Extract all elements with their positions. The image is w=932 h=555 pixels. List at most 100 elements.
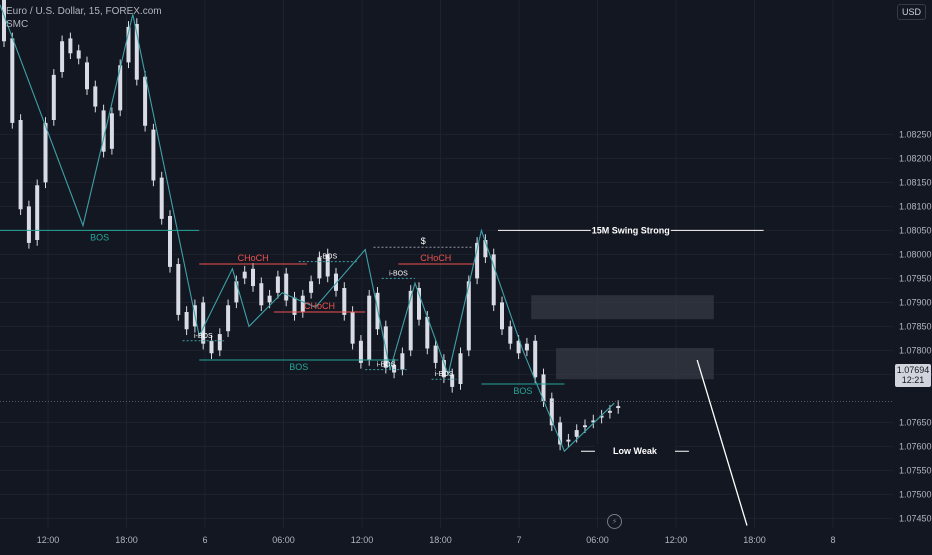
- level-label: 15M Swing Strong: [592, 225, 670, 235]
- candle-body: [367, 295, 372, 360]
- plot-svg[interactable]: BOS BOS BOS CHoCH CHoCH CHoCH i-BOS i-BOS i-BOS i…: [0, 0, 893, 528]
- time-tick-label: 12:00: [37, 535, 60, 545]
- candle-body: [234, 281, 239, 303]
- candle-body: [325, 254, 330, 277]
- candle-body: [85, 62, 89, 90]
- level-label: CHoCH: [238, 253, 269, 263]
- candle-body: [483, 240, 488, 258]
- price-tick-label: 1.07650: [899, 417, 932, 427]
- candle-body: [26, 206, 31, 243]
- candle-body: [292, 297, 297, 315]
- currency-button[interactable]: USD: [897, 4, 926, 20]
- candle-body: [400, 353, 405, 370]
- last-price-value: 1.07694: [896, 365, 930, 375]
- candle-body: [599, 415, 604, 418]
- candle-body: [2, 0, 6, 42]
- level-label: i-BOS: [389, 270, 408, 277]
- time-tick-label: 06:00: [586, 535, 609, 545]
- price-tick-label: 1.07900: [899, 297, 932, 307]
- candle-body: [151, 129, 156, 181]
- time-axis[interactable]: 12:00 18:00 6 06:00 12:00 18:00 7 06:00 12:00 18:…: [0, 528, 893, 550]
- time-tick-label: 7: [516, 535, 521, 545]
- supply-zone: [556, 348, 714, 380]
- candle-body: [466, 281, 471, 351]
- candle-body: [441, 360, 446, 378]
- price-tick-label: 1.07600: [899, 441, 932, 451]
- candle-body: [524, 343, 529, 351]
- candle-body: [68, 38, 73, 54]
- candle-body: [417, 288, 421, 320]
- candle-body: [118, 65, 123, 111]
- symbol-title: Euro / U.S. Dollar, 15, FOREX.com: [6, 6, 162, 17]
- candle-body: [516, 340, 521, 354]
- level-label: i-BOS: [319, 254, 338, 261]
- candle-body: [500, 302, 504, 330]
- candle-body: [342, 288, 347, 315]
- candle-body: [184, 312, 189, 330]
- candle-body: [558, 422, 563, 445]
- lightning-icon[interactable]: ⚡: [607, 514, 622, 529]
- candle-body: [566, 439, 571, 442]
- candle-body: [159, 177, 164, 219]
- level-label: BOS: [513, 386, 532, 396]
- candle-body: [350, 312, 355, 344]
- candle-body: [549, 398, 554, 426]
- candle-body: [209, 340, 214, 354]
- price-axis-svg: 1.08250 1.08200 1.08150 1.08100 1.08050 1.080…: [899, 129, 932, 523]
- level-label: i-BOS: [435, 371, 454, 378]
- price-tick-label: 1.07850: [899, 321, 932, 331]
- candle-body: [591, 420, 596, 423]
- candle-body: [392, 364, 397, 373]
- candle-body: [76, 50, 81, 59]
- time-tick-label: 06:00: [272, 535, 295, 545]
- price-tick-label: 1.08050: [899, 225, 932, 235]
- price-tick-label: 1.07500: [899, 489, 932, 499]
- candle-body: [491, 254, 496, 306]
- candle-body: [533, 340, 538, 378]
- level-label: BOS: [289, 362, 308, 372]
- chart-legend: Euro / U.S. Dollar, 15, FOREX.com SMC: [6, 5, 162, 31]
- candle-body: [275, 276, 280, 293]
- candle-body: [259, 283, 264, 306]
- candle-body: [217, 334, 222, 351]
- last-price-countdown: 12:21: [901, 375, 925, 385]
- candle-body: [358, 340, 363, 363]
- price-tick-label: 1.08200: [899, 153, 932, 163]
- price-tick-label: 1.08100: [899, 201, 932, 211]
- candle-body: [317, 257, 322, 279]
- candle-body: [60, 41, 65, 72]
- candle-body: [134, 24, 139, 80]
- candle-body: [168, 216, 172, 267]
- candle-body: [267, 295, 272, 303]
- price-axis[interactable]: 1.08250 1.08200 1.08150 1.08100 1.08050 1.080…: [893, 0, 932, 528]
- projection-line: [696, 359, 748, 526]
- candle-body: [226, 305, 231, 332]
- candle-body: [43, 122, 48, 183]
- candle-body: [51, 74, 56, 120]
- candle-body: [583, 425, 587, 428]
- time-tick-label: 6: [202, 535, 207, 545]
- candle-body: [616, 406, 621, 408]
- price-tick-label: 1.08250: [899, 129, 932, 139]
- level-label-bg: [594, 444, 675, 458]
- candle-body: [508, 326, 513, 344]
- candle-body: [18, 120, 23, 210]
- level-label: i-BOS: [194, 333, 213, 340]
- time-tick-label: 12:00: [351, 535, 374, 545]
- level-label-bg: [590, 223, 671, 237]
- time-tick-label: 18:00: [115, 535, 138, 545]
- candle-body: [475, 242, 480, 279]
- candle-body: [607, 410, 612, 413]
- time-tick-label: 12:00: [665, 535, 688, 545]
- candle-body: [284, 273, 289, 301]
- candle-body: [126, 26, 131, 63]
- supply-zone: [531, 295, 714, 320]
- candle-body: [433, 345, 438, 363]
- price-tick-label: 1.07800: [899, 345, 932, 355]
- candle-body: [143, 76, 148, 126]
- time-tick-label: 8: [830, 535, 835, 545]
- candle-body: [334, 273, 338, 291]
- price-tick-label: 1.08150: [899, 177, 932, 187]
- candle-body: [35, 185, 40, 240]
